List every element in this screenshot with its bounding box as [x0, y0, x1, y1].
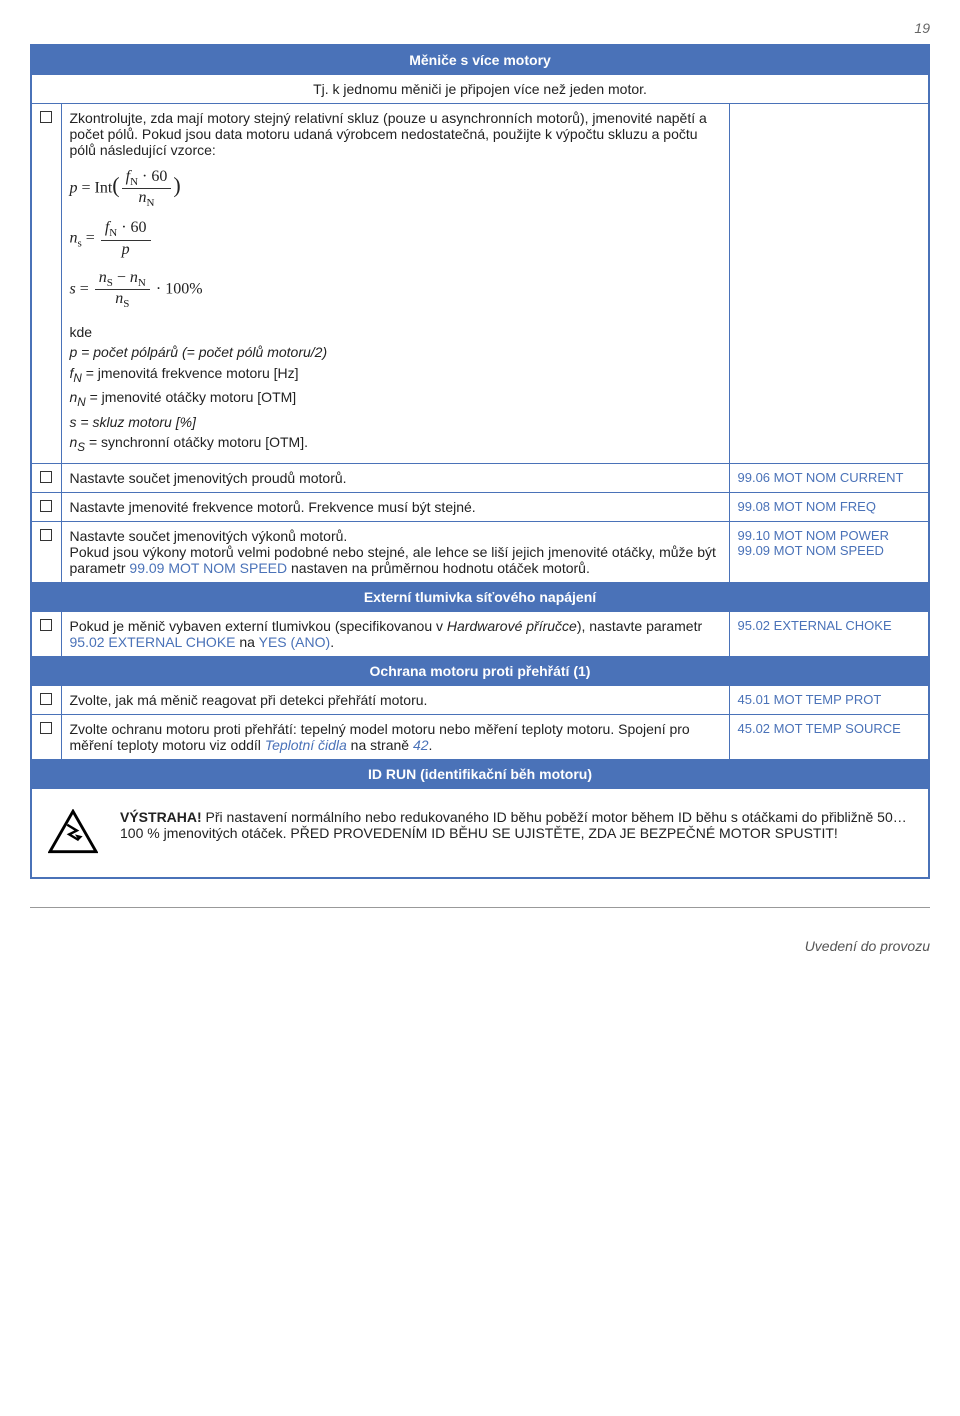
footer-text: Uvedení do provozu — [30, 938, 930, 954]
def-nN: = jmenovité otáčky motoru [OTM] — [86, 389, 296, 405]
checkbox[interactable] — [40, 111, 52, 123]
checkbox[interactable] — [40, 722, 52, 734]
section2-row1-param: 95.02 EXTERNAL CHOKE — [729, 611, 929, 656]
checkbox[interactable] — [40, 529, 52, 541]
s2-link: 95.02 EXTERNAL CHOKE — [70, 634, 236, 650]
s2-a: Pokud je měnič vybaven externí tlumivkou… — [70, 618, 447, 634]
checkbox[interactable] — [40, 693, 52, 705]
page-number: 19 — [30, 20, 930, 36]
s2-b: Hardwarové příručce — [447, 618, 577, 634]
s3-link: Teplotní čidla — [265, 737, 347, 753]
section2-title: Externí tlumivka síťového napájení — [31, 582, 929, 611]
section3-row1-param: 45.01 MOT TEMP PROT — [729, 685, 929, 714]
row1-text: Zkontrolujte, zda mají motory stejný rel… — [70, 110, 721, 158]
warn-text: Při nastavení normálního nebo redukované… — [120, 809, 907, 841]
section1-row1-body: Zkontrolujte, zda mají motory stejný rel… — [61, 104, 729, 464]
s3-b: na straně — [347, 737, 413, 753]
checkbox[interactable] — [40, 500, 52, 512]
footer-rule — [30, 907, 930, 908]
section1-subtitle: Tj. k jednomu měniči je připojen více ne… — [31, 75, 929, 104]
formula-p: p = Int(fN · 60nN) — [70, 168, 721, 209]
def-kde: kde — [70, 322, 721, 342]
formula-ns: ns = fN · 60p — [70, 219, 721, 258]
s2-f: . — [330, 634, 334, 650]
checkbox-cell — [31, 104, 61, 464]
s2-d: na — [236, 634, 259, 650]
def-p: p = počet pólpárů (= počet pólů motoru/2… — [70, 344, 328, 360]
formula-s: s = nS − nNnS · 100% — [70, 269, 721, 310]
warn-label: VÝSTRAHA! — [120, 809, 202, 825]
section1-row2-text: Nastavte součet jmenovitých proudů motor… — [61, 463, 729, 492]
checkbox[interactable] — [40, 619, 52, 631]
section1-title: Měniče s více motory — [31, 45, 929, 75]
def-s: s = skluz motoru [%] — [70, 414, 196, 430]
section3-title: Ochrana motoru proti přehřátí (1) — [31, 656, 929, 685]
section3-row2-param: 45.02 MOT TEMP SOURCE — [729, 714, 929, 759]
s2-c: ), nastavte parametr — [577, 618, 702, 634]
param-empty — [729, 104, 929, 464]
warning-cell: VÝSTRAHA! Při nastavení normálního nebo … — [31, 788, 929, 878]
warning-icon — [48, 809, 98, 854]
def-fN: = jmenovitá frekvence motoru [Hz] — [82, 365, 299, 381]
section1-row2-param: 99.06 MOT NOM CURRENT — [729, 463, 929, 492]
section3-row1-text: Zvolte, jak má měnič reagovat při detekc… — [61, 685, 729, 714]
def-nS: = synchronní otáčky motoru [OTM]. — [85, 434, 308, 450]
row4-param2: 99.09 MOT NOM SPEED — [738, 543, 921, 558]
definitions: kde p = počet pólpárů (= počet pólů moto… — [70, 322, 721, 457]
s3-page: 42 — [413, 737, 429, 753]
section1-row3-param: 99.08 MOT NOM FREQ — [729, 492, 929, 521]
section1-row3-text: Nastavte jmenovité frekvence motorů. Fre… — [61, 492, 729, 521]
row4-param1: 99.10 MOT NOM POWER — [738, 528, 921, 543]
section3-row2-body: Zvolte ochranu motoru proti přehřátí: te… — [61, 714, 729, 759]
content-table: Měniče s více motory Tj. k jednomu měnič… — [30, 44, 930, 879]
section4-title: ID RUN (identifikační běh motoru) — [31, 759, 929, 788]
section1-row4-params: 99.10 MOT NOM POWER 99.09 MOT NOM SPEED — [729, 521, 929, 582]
row4-link: 99.09 MOT NOM SPEED — [129, 560, 287, 576]
section2-row1-body: Pokud je měnič vybaven externí tlumivkou… — [61, 611, 729, 656]
checkbox[interactable] — [40, 471, 52, 483]
section1-row4-body: Nastavte součet jmenovitých výkonů motor… — [61, 521, 729, 582]
row4-a: Nastavte součet jmenovitých výkonů motor… — [70, 528, 348, 544]
row4-c: nastaven na průměrnou hodnotu otáček mot… — [287, 560, 590, 576]
s2-e: YES (ANO) — [259, 634, 331, 650]
s3-c: . — [429, 737, 433, 753]
